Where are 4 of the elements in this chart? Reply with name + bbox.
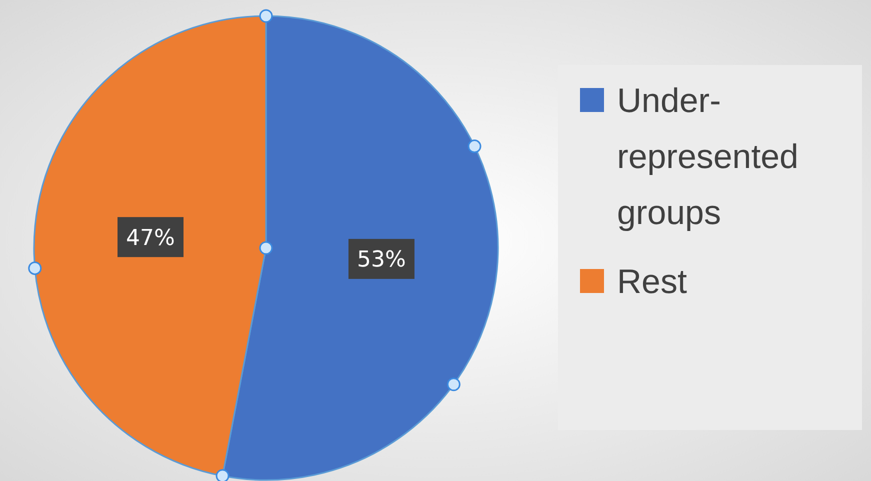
legend-label: Rest xyxy=(617,262,688,301)
data-label: 53% xyxy=(357,248,406,273)
legend-label: Under-represented groups xyxy=(617,82,798,232)
data-label: 47% xyxy=(126,226,175,251)
